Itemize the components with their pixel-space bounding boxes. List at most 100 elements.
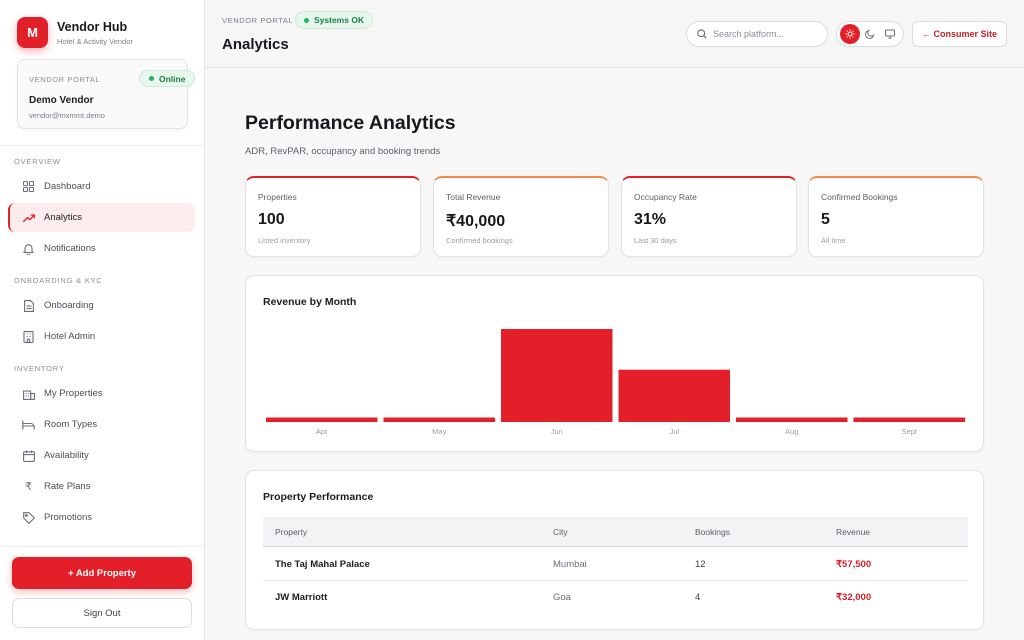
- stat-label: Confirmed Bookings: [821, 192, 898, 202]
- brand-title: Vendor Hub: [57, 19, 128, 34]
- stat-value: ₹40,000: [446, 213, 506, 230]
- sidebar-item-label: My Properties: [44, 388, 103, 399]
- system-status-badge: Systems OK: [295, 11, 374, 29]
- building-icon: [22, 330, 35, 343]
- brand-logo: M: [17, 17, 48, 48]
- sidebar-item-promotions[interactable]: Promotions: [8, 503, 195, 532]
- stat-value: 31%: [634, 211, 667, 228]
- sidebar-item-room-types[interactable]: Room Types: [8, 410, 195, 439]
- cell-city: Goa: [553, 592, 571, 603]
- moon-icon[interactable]: [860, 24, 880, 44]
- consumer-site-button[interactable]: ← Consumer Site: [912, 21, 1007, 47]
- sidebar-item-label: Notifications: [44, 243, 96, 254]
- page-title: Performance Analytics: [245, 112, 456, 134]
- table-row[interactable]: JW Marriott Goa 4 ₹32,000: [263, 581, 968, 614]
- stat-value: 100: [258, 211, 285, 228]
- revenue-chart-card: Revenue by Month Apr May Jun Jul Aug Sept: [245, 275, 984, 452]
- search-input[interactable]: Search platform...: [686, 21, 828, 47]
- x-tick-label: Jun: [551, 427, 563, 436]
- x-tick-label: Jul: [669, 427, 679, 436]
- brand-subtitle: Hotel & Activity Vendor: [57, 36, 133, 46]
- x-tick-label: May: [432, 427, 446, 436]
- stat-note: Confirmed bookings: [446, 236, 513, 245]
- column-header-revenue: Revenue: [836, 526, 871, 537]
- monitor-icon[interactable]: [880, 24, 900, 44]
- section-label-overview: OVERVIEW: [14, 157, 61, 166]
- vendor-name: Demo Vendor: [29, 95, 94, 106]
- x-tick-label: Aug: [785, 427, 798, 436]
- x-tick-label: Sept: [902, 427, 918, 436]
- sidebar-item-analytics[interactable]: Analytics: [8, 203, 195, 232]
- bed-icon: [22, 418, 35, 431]
- bar-may[interactable]: [383, 417, 496, 423]
- sidebar-item-label: Availability: [44, 450, 89, 461]
- table-header: Property City Bookings Revenue: [263, 517, 968, 547]
- top-header: VENDOR PORTAL Systems OK Analytics Searc…: [205, 0, 1024, 68]
- stat-card-occupancy-rate: Occupancy Rate 31% Last 30 days: [621, 176, 797, 257]
- add-property-button[interactable]: + Add Property: [12, 557, 192, 589]
- sidebar-item-label: Promotions: [44, 512, 93, 523]
- status-dot-icon: [149, 76, 154, 81]
- vendor-portal-card: VENDOR PORTAL Online Demo Vendor vendor@…: [17, 59, 196, 129]
- sidebar-item-dashboard[interactable]: Dashboard: [8, 172, 195, 201]
- table-title: Property Performance: [263, 491, 374, 503]
- cell-revenue: ₹32,000: [836, 592, 872, 603]
- sidebar-item-label: Rate Plans: [44, 481, 91, 492]
- portal-label: VENDOR PORTAL: [29, 75, 101, 84]
- sidebar-item-availability[interactable]: Availability: [8, 441, 195, 470]
- sidebar-item-my-properties[interactable]: My Properties: [8, 379, 195, 408]
- brand[interactable]: M Vendor Hub Hotel & Activity Vendor: [17, 17, 133, 48]
- sidebar-item-hotel-admin[interactable]: Hotel Admin: [8, 322, 195, 351]
- sidebar-item-label: Analytics: [44, 212, 83, 223]
- section-label-inventory: INVENTORY: [14, 364, 65, 373]
- bar-jun[interactable]: [501, 329, 613, 422]
- sidebar-item-label: Hotel Admin: [44, 331, 96, 342]
- sidebar-item-label: Dashboard: [44, 181, 91, 192]
- document-icon: [22, 299, 35, 312]
- bar-jul[interactable]: [618, 369, 731, 422]
- status-dot-icon: [304, 17, 309, 23]
- stat-value: 5: [821, 211, 830, 228]
- stat-label: Properties: [258, 192, 297, 202]
- bar-apr[interactable]: [266, 417, 378, 423]
- sidebar-item-rate-plans[interactable]: ₹ Rate Plans: [8, 472, 195, 501]
- cell-bookings: 12: [695, 558, 706, 570]
- cell-bookings: 4: [695, 592, 701, 603]
- online-status-text: Online: [159, 73, 186, 84]
- sun-icon[interactable]: [840, 24, 860, 44]
- search-placeholder: Search platform...: [713, 29, 785, 39]
- online-status-badge: Online: [139, 70, 196, 87]
- stat-note: All time: [821, 236, 846, 245]
- trending-up-icon: [22, 211, 35, 224]
- revenue-bar-chart: Apr May Jun Jul Aug Sept: [266, 329, 966, 436]
- sidebar-item-notifications[interactable]: Notifications: [8, 234, 195, 263]
- sidebar-item-label: Onboarding: [44, 300, 94, 311]
- header-portal-label: VENDOR PORTAL: [222, 16, 294, 25]
- stat-card-confirmed-bookings: Confirmed Bookings 5 All time: [808, 176, 984, 257]
- sidebar-bottom-divider: [0, 546, 204, 547]
- bar-aug[interactable]: [736, 417, 848, 423]
- tag-icon: [22, 511, 35, 524]
- cell-city: Mumbai: [553, 558, 587, 570]
- page-header-title: Analytics: [222, 36, 289, 53]
- sidebar-item-onboarding[interactable]: Onboarding: [8, 291, 195, 320]
- table-row[interactable]: The Taj Mahal Palace Mumbai 12 ₹57,500: [263, 548, 968, 581]
- cell-property: JW Marriott: [275, 592, 328, 603]
- stat-card-properties: Properties 100 Listed inventory: [245, 176, 421, 257]
- stat-note: Listed inventory: [258, 236, 311, 245]
- sign-out-button[interactable]: Sign Out: [12, 598, 192, 628]
- x-tick-label: Apr: [316, 427, 328, 436]
- column-header-property: Property: [275, 526, 308, 537]
- sidebar-item-label: Room Types: [44, 419, 98, 430]
- cell-revenue: ₹57,500: [836, 558, 872, 570]
- sidebar-divider: [0, 145, 204, 146]
- column-header-bookings: Bookings: [695, 526, 730, 537]
- column-header-city: City: [553, 526, 568, 537]
- building-icon: [22, 387, 35, 400]
- bell-icon: [22, 242, 35, 255]
- bar-sept[interactable]: [853, 417, 966, 423]
- property-performance-card: Property Performance Property City Booki…: [245, 470, 984, 630]
- grid-icon: [22, 180, 35, 193]
- stat-card-total-revenue: Total Revenue ₹40,000 Confirmed bookings: [433, 176, 609, 257]
- page-subtitle: ADR, RevPAR, occupancy and booking trend…: [245, 146, 441, 157]
